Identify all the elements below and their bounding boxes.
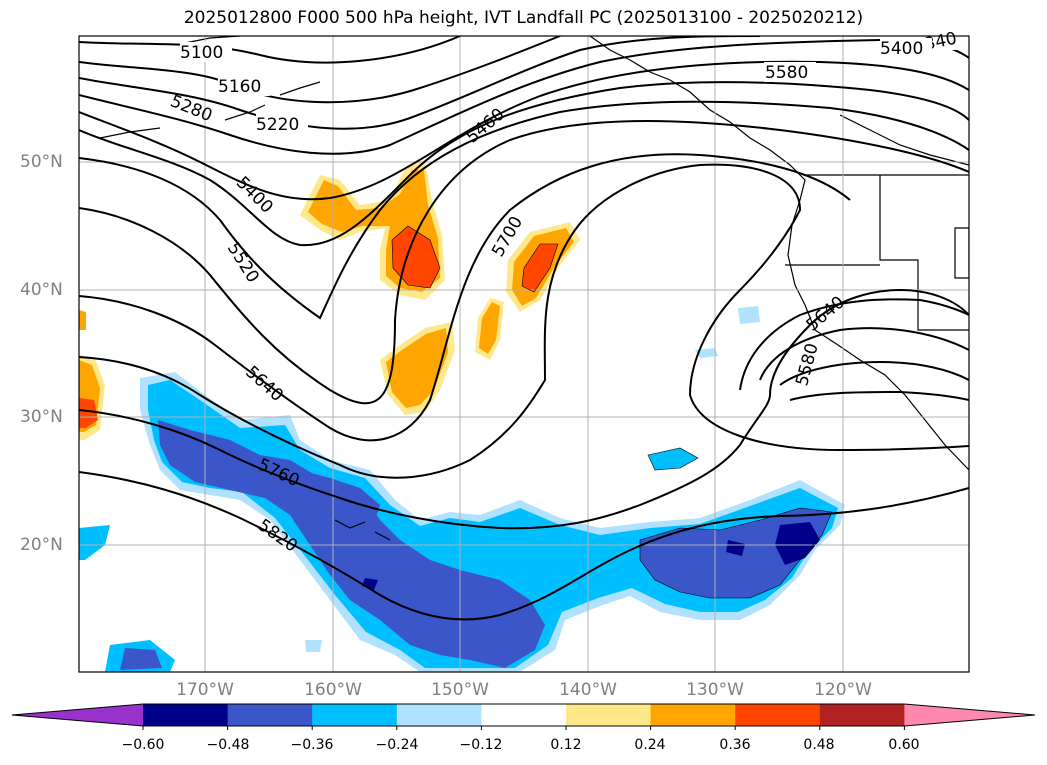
lon-label-120w: 120°W — [814, 680, 872, 700]
contour-label-5100: 5100 — [180, 43, 223, 63]
colorbar-tick: 0.12 — [550, 737, 582, 753]
colorbar-tick: −0.36 — [290, 737, 334, 753]
lat-label-30n: 30°N — [20, 407, 63, 427]
colorbar-tick: 0.36 — [719, 737, 751, 753]
contour-label-5220: 5220 — [256, 115, 299, 135]
colorbar-segment — [650, 704, 736, 726]
lon-label-140w: 140°W — [559, 680, 617, 700]
colorbar-segment — [481, 704, 567, 726]
lon-label-160w: 160°W — [304, 680, 362, 700]
ivt-outlines — [391, 225, 833, 599]
colorbar-extend-min — [12, 704, 143, 726]
colorbar-tick: 0.60 — [888, 737, 920, 753]
map-panel — [79, 36, 969, 672]
colorbar-tick: −0.60 — [121, 737, 165, 753]
gridlines — [79, 36, 969, 672]
colorbar-segment — [143, 704, 229, 726]
contour-label-5580-top: 5580 — [765, 63, 808, 83]
negative-ivt-shading — [79, 306, 845, 672]
colorbar-segment — [312, 704, 398, 726]
lon-label-170w: 170°W — [176, 680, 234, 700]
colorbar-tick: 0.48 — [803, 737, 835, 753]
positive-ivt-shading — [79, 160, 580, 440]
map-title: 2025012800 F000 500 hPa height, IVT Land… — [183, 8, 864, 28]
lat-label-50n: 50°N — [20, 152, 63, 172]
colorbar-tick: −0.12 — [459, 737, 503, 753]
colorbar-segment — [566, 704, 652, 726]
lon-label-130w: 130°W — [686, 680, 744, 700]
colorbar-tick: −0.48 — [206, 737, 250, 753]
height-contours — [79, 36, 969, 621]
colorbar-segment — [819, 704, 905, 726]
contour-label-5400-top: 5400 — [880, 39, 923, 59]
colorbar-segment — [227, 704, 313, 726]
lat-label-20n: 20°N — [20, 535, 63, 555]
colorbar-segment — [396, 704, 482, 726]
colorbar-extend-max — [904, 704, 1035, 726]
colorbar-tick: −0.24 — [375, 737, 419, 753]
lat-label-40n: 40°N — [20, 280, 63, 300]
colorbar-tick: 0.24 — [634, 737, 666, 753]
colorbar — [11, 703, 1036, 730]
colorbar-segment — [735, 704, 821, 726]
map-frame — [78, 35, 970, 673]
lon-label-150w: 150°W — [431, 680, 489, 700]
contour-label-5160: 5160 — [218, 77, 261, 97]
